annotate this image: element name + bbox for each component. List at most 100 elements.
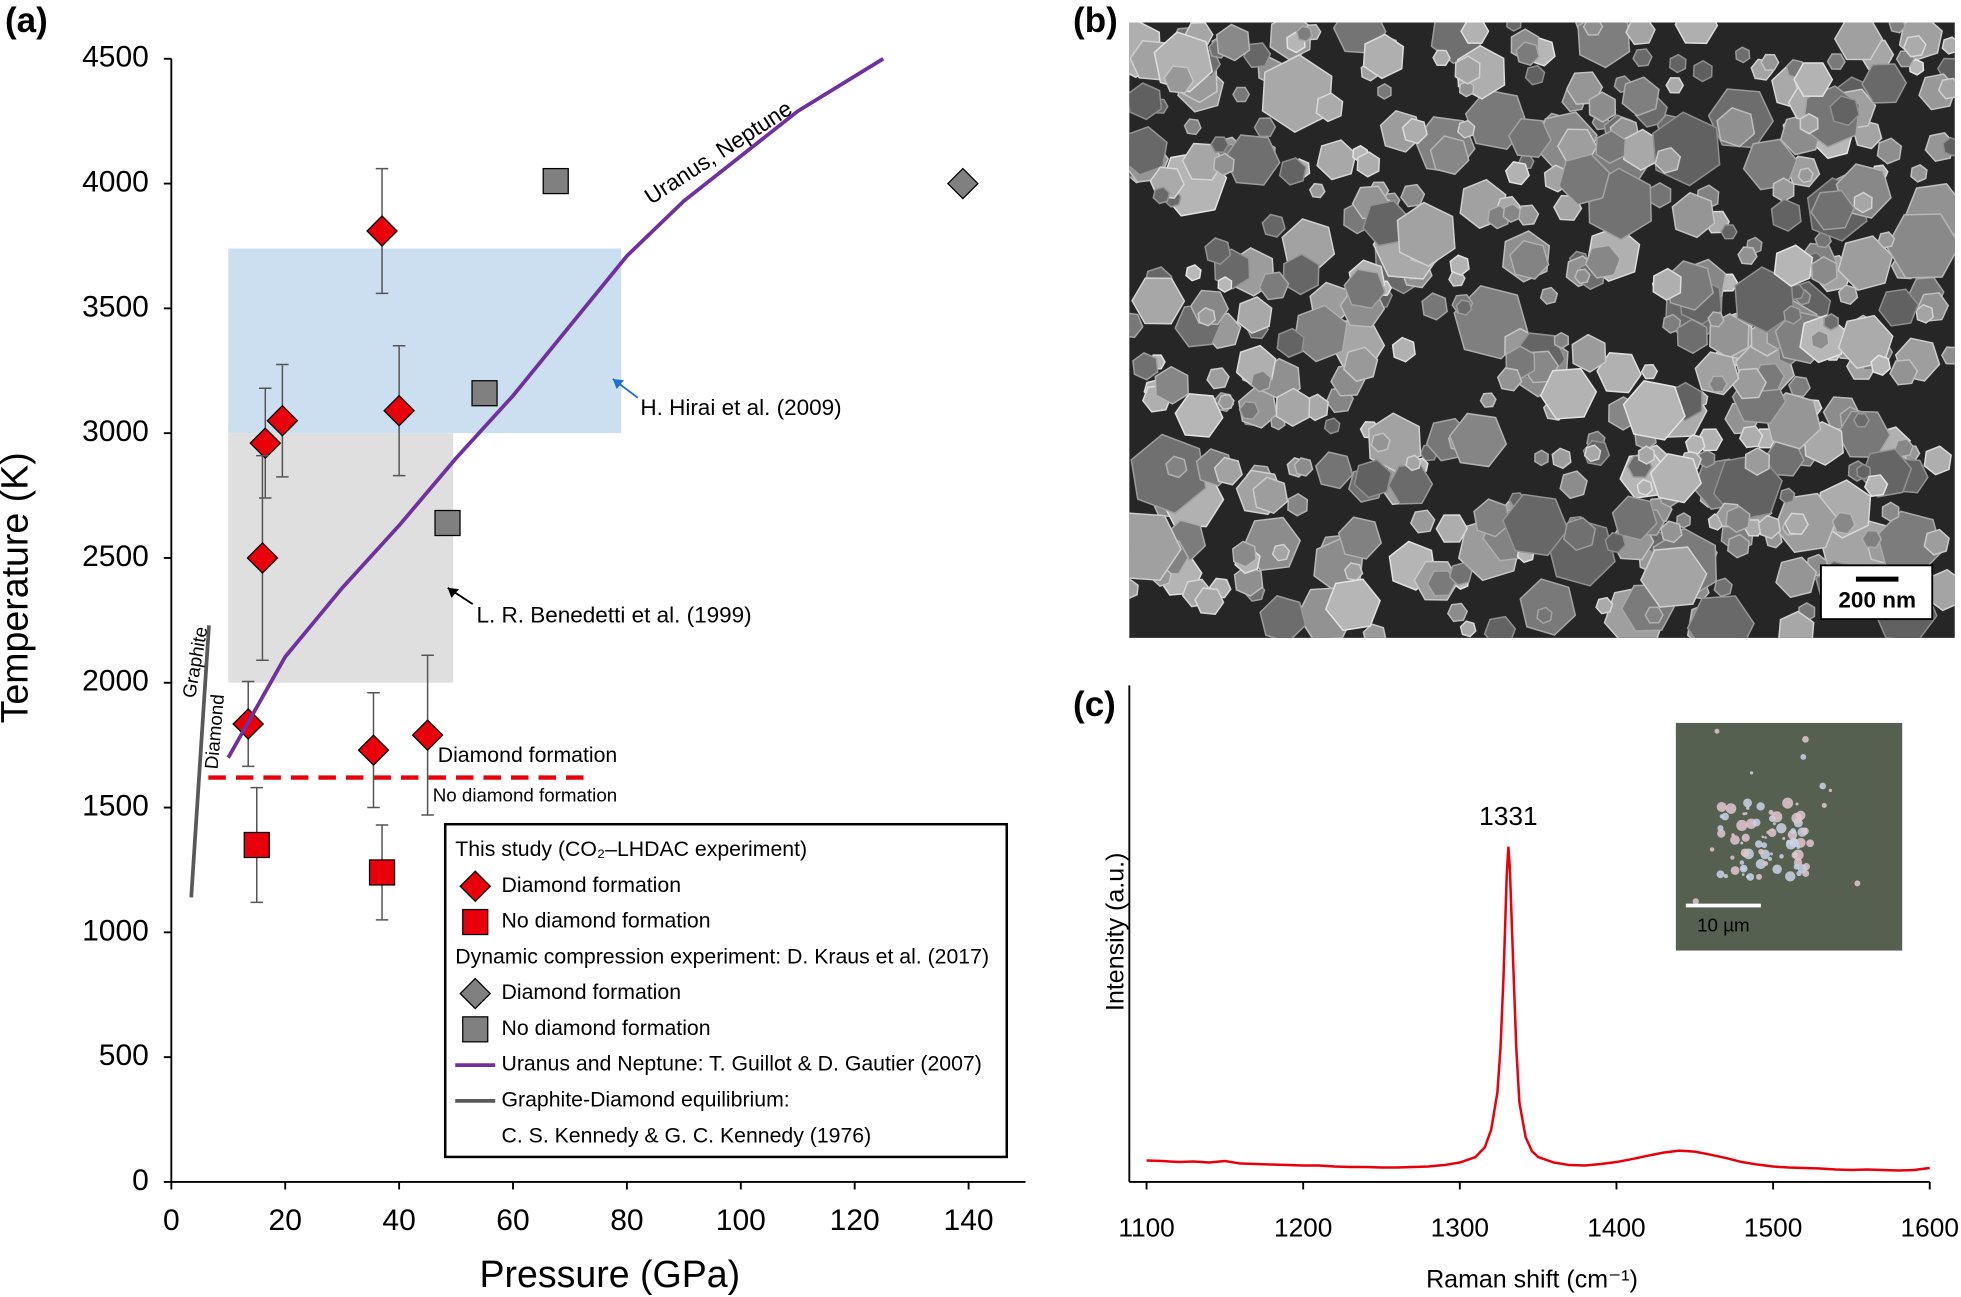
sem-particle bbox=[1356, 151, 1381, 178]
sem-particle bbox=[1448, 562, 1473, 586]
sem-particle bbox=[1779, 487, 1796, 505]
sem-particle bbox=[1833, 22, 1884, 61]
y-tick-label: 4000 bbox=[82, 165, 149, 198]
arrow-head bbox=[447, 587, 459, 598]
sem-particle bbox=[1215, 23, 1251, 62]
sem-particle bbox=[1856, 463, 1872, 481]
x-tick-label: 1300 bbox=[1431, 1212, 1489, 1242]
sem-particle bbox=[1506, 22, 1522, 32]
sem-particle bbox=[1937, 77, 1955, 100]
sem-particle bbox=[1401, 117, 1428, 145]
diamond-marker bbox=[411, 719, 444, 752]
series-line bbox=[226, 57, 885, 759]
sem-particle bbox=[1324, 578, 1381, 632]
sem-particle bbox=[1539, 286, 1559, 305]
inset-speck bbox=[1714, 728, 1720, 734]
sem-particle bbox=[1217, 276, 1233, 293]
inset-speck bbox=[1740, 841, 1744, 845]
sem-particle bbox=[1232, 86, 1251, 103]
inset-speck bbox=[1740, 848, 1750, 857]
sem-particle bbox=[1210, 136, 1230, 153]
sem-particle bbox=[1387, 464, 1434, 505]
sem-particle bbox=[1863, 474, 1889, 497]
inset-speck bbox=[1746, 873, 1755, 881]
sem-particle bbox=[1770, 198, 1802, 232]
diamond-marker bbox=[459, 977, 492, 1010]
sem-particle bbox=[1923, 445, 1952, 476]
legend-box bbox=[443, 822, 1009, 1159]
sem-particle bbox=[1236, 296, 1273, 335]
sem-particle bbox=[1217, 393, 1235, 411]
sem-particle bbox=[1132, 351, 1159, 381]
sem-particle bbox=[1684, 434, 1706, 455]
sem-particle bbox=[1853, 191, 1873, 214]
inset-speck bbox=[1755, 858, 1766, 870]
sem-particle bbox=[1204, 237, 1232, 266]
sem-particle bbox=[1129, 578, 1139, 600]
sem-particle bbox=[1692, 59, 1713, 83]
sem-particle bbox=[1584, 244, 1622, 279]
sem-particle bbox=[1534, 449, 1549, 467]
inset-speck bbox=[1767, 856, 1773, 862]
y-tick-label: 2500 bbox=[82, 540, 149, 573]
inset-speck bbox=[1716, 870, 1725, 879]
inset-speck bbox=[1741, 873, 1745, 876]
sem-particle bbox=[1640, 363, 1659, 380]
sem-particle bbox=[1708, 375, 1728, 393]
sem-particle bbox=[1553, 331, 1570, 350]
sem-particle bbox=[1648, 181, 1672, 209]
sem-particle bbox=[1870, 354, 1892, 376]
inset-speck bbox=[1819, 782, 1827, 790]
region bbox=[228, 248, 622, 434]
legend-note: C. S. Kennedy & G. C. Kennedy (1976) bbox=[502, 1123, 872, 1147]
sem-particle bbox=[1252, 476, 1289, 515]
panel-label: (b) bbox=[1073, 1, 1118, 40]
sem-particle bbox=[1282, 253, 1320, 296]
sem-particle bbox=[1429, 135, 1470, 176]
x-tick-label: 80 bbox=[610, 1204, 643, 1237]
inset-speck bbox=[1854, 880, 1861, 887]
inset-speck bbox=[1755, 873, 1763, 880]
inset-speck bbox=[1772, 864, 1782, 874]
legend-label: No diamond formation bbox=[502, 909, 711, 933]
sem-particle bbox=[1649, 452, 1702, 504]
x-tick-label: 1600 bbox=[1901, 1212, 1959, 1242]
threshold-label: Diamond formation bbox=[438, 743, 618, 767]
sem-particle bbox=[1660, 520, 1683, 544]
y-tick-label: 1500 bbox=[82, 789, 149, 822]
sem-particle bbox=[1639, 546, 1708, 608]
sem-particle bbox=[1515, 41, 1540, 67]
sem-particle bbox=[1823, 313, 1839, 331]
sem-particle bbox=[1446, 602, 1468, 623]
sem-particle bbox=[1152, 186, 1171, 205]
inset-speck bbox=[1736, 819, 1748, 831]
inset-speck bbox=[1742, 812, 1746, 816]
sem-particle bbox=[1559, 470, 1588, 500]
sem-particle bbox=[1793, 62, 1834, 98]
x-tick-label: 1400 bbox=[1587, 1212, 1645, 1242]
sem-particle bbox=[1405, 454, 1422, 472]
sem-particle bbox=[1154, 365, 1189, 405]
inset-speck bbox=[1758, 848, 1764, 855]
sem-particle bbox=[1596, 352, 1642, 394]
series-line bbox=[189, 625, 211, 898]
sem-particle bbox=[1271, 543, 1291, 562]
inset-speck bbox=[1782, 837, 1786, 841]
square-marker bbox=[434, 509, 461, 537]
sem-particle bbox=[1604, 531, 1627, 554]
sem-particle bbox=[1558, 153, 1611, 206]
sem-particle bbox=[1716, 106, 1756, 148]
inset-speck bbox=[1776, 823, 1787, 834]
sem-particle bbox=[1731, 367, 1767, 400]
sem-particle bbox=[1129, 312, 1144, 339]
sem-particle bbox=[1129, 82, 1163, 121]
inset-speck bbox=[1789, 838, 1799, 848]
sem-particle bbox=[1504, 161, 1531, 186]
inset-speck bbox=[1756, 802, 1765, 811]
inset-speck bbox=[1741, 833, 1750, 842]
square-marker bbox=[542, 167, 569, 195]
inset-speck bbox=[1744, 812, 1748, 815]
inset-speck bbox=[1730, 866, 1740, 875]
sem-particle bbox=[1315, 92, 1344, 123]
sem-particle bbox=[1725, 505, 1751, 534]
